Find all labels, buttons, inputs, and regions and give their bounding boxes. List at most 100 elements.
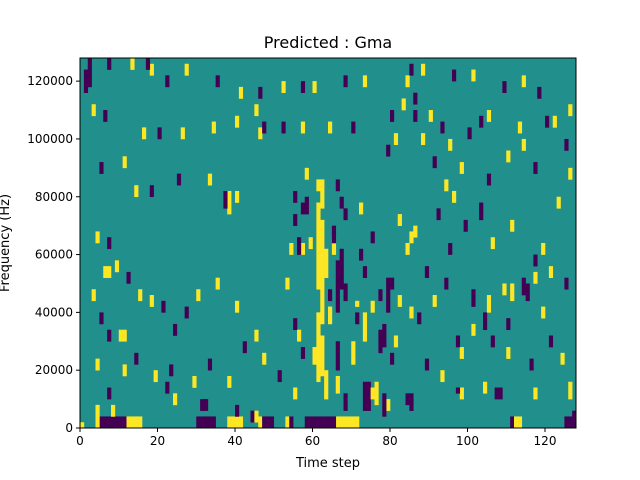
heatmap-cell (541, 306, 546, 319)
heatmap-cell (417, 312, 422, 325)
heatmap-cell (145, 58, 151, 70)
heatmap-cell (343, 283, 348, 302)
heatmap-cell (459, 387, 464, 400)
heatmap-cell (382, 393, 387, 417)
heatmap-cell (424, 266, 430, 278)
heatmap-cell (258, 86, 263, 99)
heatmap-cell (568, 416, 573, 429)
heatmap-cell (207, 173, 213, 186)
heatmap-cell (269, 416, 275, 429)
heatmap-cell (99, 416, 104, 429)
y-tick-label: 0 (65, 421, 73, 435)
heatmap-cell (362, 266, 368, 278)
heatmap-cell (548, 335, 554, 348)
heatmap-cell (176, 173, 182, 186)
heatmap-cell (200, 416, 205, 429)
heatmap-cell (297, 237, 302, 255)
heatmap-cell (304, 416, 309, 429)
heatmap-cell (506, 347, 511, 359)
heatmap-cell (537, 86, 542, 99)
heatmap-cell (118, 329, 123, 342)
x-tick-label: 60 (305, 434, 320, 448)
y-tick-label: 60000 (35, 248, 73, 262)
heatmap-cell (510, 219, 515, 232)
heatmap-cell (409, 399, 414, 411)
heatmap-cell (281, 121, 286, 134)
heatmap-cell (525, 283, 530, 302)
heatmap-cell (366, 381, 371, 411)
heatmap-cell (564, 277, 569, 290)
heatmap-cell (432, 156, 437, 169)
x-tick-label: 100 (456, 434, 479, 448)
heatmap-cell (235, 404, 240, 417)
heatmap-cell (207, 358, 213, 371)
heatmap-cell (483, 381, 488, 394)
heatmap-cell (424, 358, 430, 371)
heatmap-cell (405, 393, 410, 406)
heatmap-cell (312, 416, 317, 429)
heatmap-cell (122, 329, 127, 342)
heatmap-cell (235, 115, 240, 128)
heatmap-cell (289, 416, 294, 429)
heatmap-cell (111, 404, 116, 417)
plot-area (80, 58, 577, 429)
heatmap-cell (235, 190, 240, 203)
heatmap-cell (529, 358, 534, 371)
heatmap-cell (517, 121, 523, 134)
heatmap-cell (455, 335, 461, 348)
heatmap-cell (192, 375, 197, 388)
heatmap-cell (328, 306, 333, 325)
heatmap-cell (324, 416, 329, 429)
heatmap-cell (130, 416, 135, 429)
heatmap-cell (254, 329, 259, 342)
heatmap-cell (320, 219, 325, 325)
y-tick-label: 20000 (35, 363, 73, 377)
heatmap-cell (254, 410, 259, 423)
heatmap-cell (541, 243, 546, 255)
heatmap-cell (142, 127, 147, 140)
heatmap-cell (215, 277, 220, 290)
heatmap-cell (300, 81, 306, 93)
heatmap-cell (382, 323, 387, 348)
heatmap-cell (440, 370, 445, 383)
heatmap-cell (560, 352, 565, 365)
heatmap-cell (506, 150, 511, 163)
heatmap-cell (390, 352, 395, 365)
heatmap-cell (103, 110, 108, 122)
heatmap-cell (421, 133, 426, 146)
heatmap-cell (521, 75, 526, 88)
heatmap-cell (359, 202, 364, 215)
y-tick-label: 40000 (35, 305, 73, 319)
heatmap-cell (211, 121, 216, 134)
heatmap-cell (370, 387, 375, 400)
heatmap-cell (378, 329, 383, 354)
heatmap-cell (289, 243, 294, 255)
heatmap-cell (312, 81, 317, 93)
heatmap-cell (564, 416, 569, 429)
heatmap-cell (471, 69, 476, 82)
heatmap-cell (370, 300, 375, 313)
heatmap-cell (502, 283, 507, 296)
heatmap-cell (91, 289, 96, 302)
heatmap-cell (91, 104, 96, 117)
heatmap-cell (521, 277, 526, 296)
heatmap-cell (235, 300, 240, 313)
heatmap-cell (386, 399, 391, 411)
heatmap-cell (335, 260, 340, 313)
heatmap-cell (502, 81, 507, 93)
heatmap-cell (238, 86, 244, 99)
heatmap-cell (339, 248, 344, 290)
heatmap-cell (103, 416, 108, 429)
heatmap-cell (393, 335, 399, 348)
heatmap-cell (316, 416, 321, 429)
y-axis: 0 20000 40000 60000 80000 100000 120000 (27, 74, 80, 435)
heatmap-cell (362, 381, 368, 411)
x-axis: 0 20 40 60 80 100 120 (76, 428, 556, 448)
heatmap-cell (126, 271, 131, 284)
heatmap-cell (134, 185, 139, 198)
heatmap-cell (134, 352, 139, 365)
heatmap-cell (215, 75, 220, 88)
heatmap-cell (138, 289, 143, 302)
heatmap-cell (300, 121, 306, 134)
heatmap-cell (355, 416, 360, 429)
